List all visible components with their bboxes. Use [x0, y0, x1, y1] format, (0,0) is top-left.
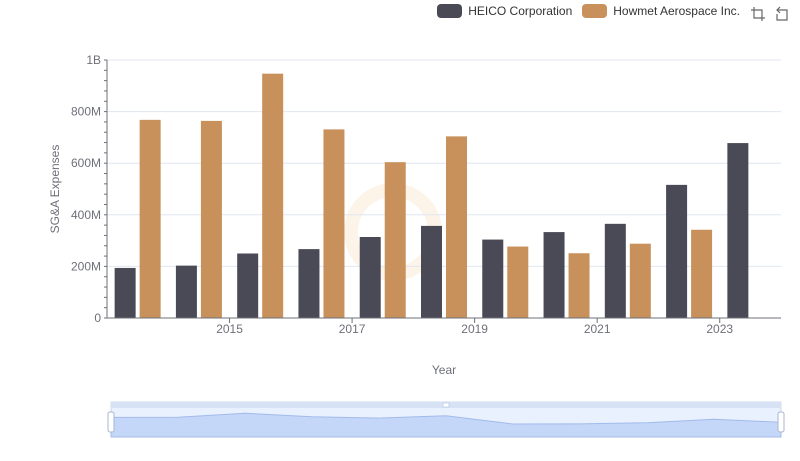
- legend-swatch-howmet: [582, 4, 608, 18]
- bar-howmet-2022[interactable]: [629, 243, 651, 318]
- datazoom-right-handle[interactable]: [777, 411, 785, 433]
- bar-howmet-2015[interactable]: [200, 120, 222, 318]
- zoom-icon[interactable]: [750, 6, 766, 22]
- bar-heico-2018[interactable]: [359, 236, 381, 318]
- y-tick-label: 200M: [71, 259, 101, 273]
- datazoom-preview: [110, 412, 782, 438]
- legend-swatch-heico: [437, 4, 463, 18]
- datazoom-left-handle[interactable]: [107, 411, 115, 433]
- legend-item-heico[interactable]: HEICO Corporation: [437, 4, 572, 18]
- bar-heico-2015[interactable]: [175, 265, 197, 318]
- bar-heico-2021[interactable]: [543, 232, 565, 318]
- x-tick-label: 2021: [584, 322, 611, 336]
- x-tick-label: 2019: [461, 322, 488, 336]
- legend-item-howmet[interactable]: Howmet Aerospace Inc.: [582, 4, 740, 18]
- legend-label-heico: HEICO Corporation: [468, 4, 573, 18]
- bar-howmet-2020[interactable]: [507, 246, 529, 318]
- bar-heico-2016[interactable]: [237, 253, 259, 319]
- bar-howmet-2023[interactable]: [691, 229, 713, 318]
- bar-howmet-2018[interactable]: [384, 162, 406, 318]
- x-tick-label: 2017: [339, 322, 366, 336]
- y-tick-label: 600M: [71, 156, 101, 170]
- bar-heico-2019[interactable]: [421, 225, 442, 318]
- bar-howmet-2014[interactable]: [139, 119, 161, 318]
- y-tick-label: 400M: [71, 208, 101, 222]
- bar-howmet-2017[interactable]: [323, 129, 345, 318]
- legend-label-howmet: Howmet Aerospace Inc.: [613, 4, 740, 18]
- chart-legend: HEICO Corporation Howmet Aerospace Inc.: [437, 4, 740, 18]
- bar-heico-2017[interactable]: [298, 249, 320, 318]
- bar-heico-2020[interactable]: [482, 239, 504, 318]
- chart-toolbox: [750, 6, 790, 22]
- bar-howmet-2016[interactable]: [262, 73, 284, 318]
- bar-howmet-2021[interactable]: [568, 253, 590, 318]
- x-axis-label: Year: [432, 363, 456, 377]
- y-tick-label: 1B: [86, 53, 101, 67]
- bar-heico-2023[interactable]: [666, 184, 688, 318]
- y-tick-label: 0: [94, 311, 101, 325]
- datazoom-move-grip-icon[interactable]: [442, 402, 450, 408]
- y-tick-label: 800M: [71, 105, 101, 119]
- bar-heico-2024[interactable]: [727, 143, 749, 318]
- y-axis-label: SG&A Expenses: [48, 145, 62, 234]
- bar-howmet-2019[interactable]: [446, 136, 467, 318]
- bar-heico-2022[interactable]: [604, 223, 626, 318]
- restore-icon[interactable]: [774, 6, 790, 22]
- bar-heico-2014[interactable]: [114, 267, 136, 318]
- x-tick-label: 2015: [216, 322, 243, 336]
- x-tick-label: 2023: [706, 322, 733, 336]
